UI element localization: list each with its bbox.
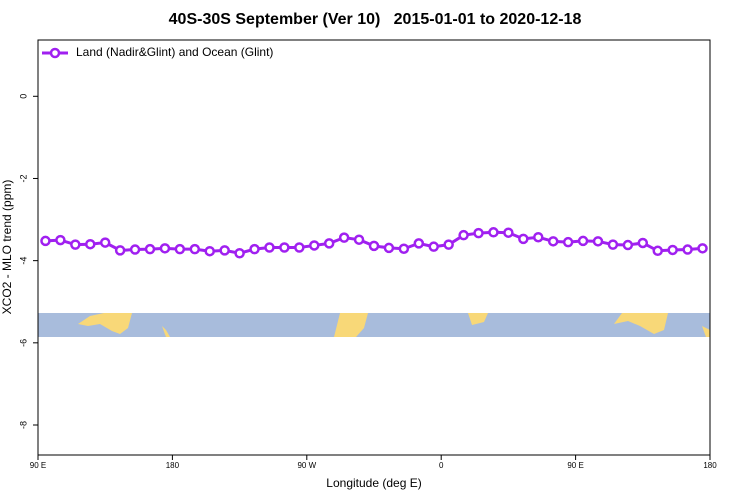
point [413, 238, 425, 249]
point [85, 238, 96, 250]
point [368, 240, 380, 252]
point [518, 233, 529, 245]
y-tick-label: -2 [18, 174, 28, 182]
point [353, 234, 365, 245]
land [468, 313, 488, 325]
point [562, 236, 574, 248]
y-tick-label: 0 [18, 94, 28, 99]
point [219, 245, 230, 256]
point [294, 242, 305, 253]
point [204, 245, 215, 257]
point [144, 243, 156, 255]
y-axis-label: XCO2 - MLO trend (ppm) [0, 180, 14, 315]
point [592, 236, 604, 247]
point [114, 245, 126, 256]
point [159, 243, 171, 254]
x-tick-label: 90 W [297, 461, 316, 470]
x-tick-label: 90 E [567, 461, 583, 470]
point [488, 227, 499, 238]
point [652, 245, 663, 257]
x-axis-label: Longitude (deg E) [326, 476, 421, 490]
point [40, 235, 51, 247]
point [398, 243, 410, 254]
point [264, 242, 275, 253]
point [323, 238, 335, 249]
point [279, 242, 290, 253]
y-tick-label: -4 [18, 257, 28, 265]
point [129, 244, 141, 255]
x-tick-label: 90 E [30, 461, 46, 470]
point [189, 243, 201, 255]
point [55, 234, 66, 246]
legend-label: Land (Nadir&Glint) and Ocean (Glint) [76, 45, 273, 59]
point [547, 236, 559, 247]
point [99, 237, 111, 248]
point [249, 243, 260, 255]
point [383, 242, 395, 254]
point [577, 235, 589, 247]
x-tick-label: 180 [166, 461, 180, 470]
x-tick-label: 180 [703, 461, 717, 470]
land [162, 326, 170, 337]
point [174, 243, 186, 255]
legend-marker [49, 47, 61, 59]
point [503, 227, 514, 238]
x-tick-label: 0 [439, 461, 444, 470]
point [473, 227, 484, 239]
point [622, 239, 634, 251]
chart-title: 40S-30S September (Ver 10) 2015-01-01 to… [169, 11, 582, 28]
land [702, 326, 710, 337]
y-tick-label: -8 [18, 421, 28, 429]
point [697, 243, 708, 254]
point [234, 248, 245, 259]
point [428, 241, 439, 252]
point [607, 239, 619, 250]
point [309, 240, 320, 251]
land [614, 313, 668, 334]
ocean [38, 313, 710, 337]
point [682, 244, 693, 255]
plot-frame [37, 39, 711, 456]
land [78, 313, 132, 334]
point [458, 229, 469, 241]
point [667, 244, 678, 256]
point [533, 231, 544, 243]
y-tick-label: -6 [18, 339, 28, 347]
map-strip [38, 313, 710, 337]
point [637, 237, 649, 249]
point [443, 239, 454, 250]
point [70, 239, 81, 250]
land [334, 313, 368, 337]
point [338, 232, 350, 243]
